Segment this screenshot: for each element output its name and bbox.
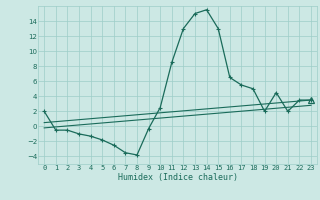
X-axis label: Humidex (Indice chaleur): Humidex (Indice chaleur) (118, 173, 238, 182)
